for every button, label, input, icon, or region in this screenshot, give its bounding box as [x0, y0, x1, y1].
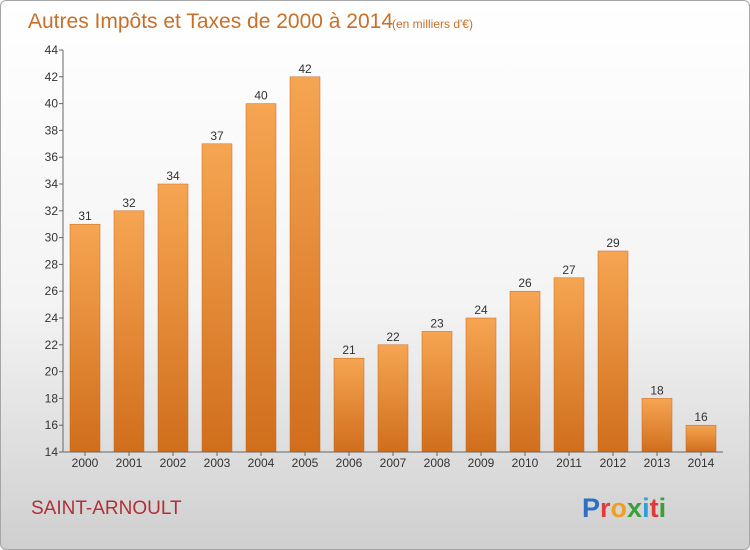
data-labels-group: 31 32 34 37 40 42 21 22 23 24 26 27 29 18 16: [78, 62, 708, 424]
chart-subtitle: (en milliers d'€): [392, 17, 473, 31]
bar-2002: [157, 183, 189, 453]
bar-2014: [685, 424, 717, 453]
y-tick-label: 20: [45, 365, 59, 379]
logo-letter: x: [627, 493, 642, 523]
y-tick-label: 14: [45, 445, 59, 459]
data-label-2014: 16: [694, 410, 708, 424]
x-tick-label-2003: 2003: [204, 456, 231, 470]
data-label-2008: 23: [430, 316, 444, 330]
logo-letter: i: [642, 493, 650, 523]
x-tick-label-2010: 2010: [512, 456, 539, 470]
data-label-2010: 26: [518, 276, 532, 290]
bar-2008: [421, 331, 453, 453]
y-tick-label: 16: [45, 418, 59, 432]
bar-2012: [597, 250, 629, 453]
bar-2011: [553, 277, 585, 453]
y-tick-label: 32: [45, 204, 59, 218]
y-tick-label: 30: [45, 231, 59, 245]
bar-2006: [333, 357, 365, 453]
bar-2009: [465, 317, 497, 453]
x-axis-ticks: 2000 2001 2002 2003 2004 2005 2006 2007 2008 2009…: [72, 452, 715, 470]
bars-group: [69, 76, 717, 453]
x-tick-label-2012: 2012: [600, 456, 627, 470]
logo-letter: o: [611, 493, 628, 523]
y-tick-label: 26: [45, 284, 59, 298]
x-tick-label-2006: 2006: [336, 456, 363, 470]
y-tick-label: 24: [45, 311, 59, 325]
y-tick-label: 18: [45, 391, 59, 405]
y-tick-label: 38: [45, 123, 59, 137]
y-tick-label: 44: [45, 43, 59, 57]
data-label-2006: 21: [342, 343, 356, 357]
data-label-2003: 37: [210, 129, 224, 143]
data-label-2011: 27: [562, 263, 576, 277]
x-tick-label-2011: 2011: [556, 456, 582, 470]
bar-2000: [69, 223, 101, 453]
logo-letter: r: [600, 493, 611, 523]
commune-name: SAINT-ARNOULT: [31, 498, 182, 519]
logo-letter: i: [659, 493, 667, 523]
data-label-2000: 31: [78, 209, 92, 223]
x-tick-label-2008: 2008: [424, 456, 451, 470]
data-label-2009: 24: [474, 303, 488, 317]
y-tick-label: 36: [45, 150, 59, 164]
x-tick-label-2005: 2005: [292, 456, 319, 470]
bar-2005: [289, 76, 321, 453]
data-label-2005: 42: [298, 62, 312, 76]
data-label-2012: 29: [606, 236, 620, 250]
x-tick-label-2000: 2000: [72, 456, 99, 470]
bar-2003: [201, 143, 233, 453]
x-tick-label-2007: 2007: [380, 456, 407, 470]
bar-2013: [641, 398, 673, 453]
x-tick-label-2014: 2014: [688, 456, 715, 470]
x-tick-label-2002: 2002: [160, 456, 187, 470]
data-label-2004: 40: [254, 89, 268, 103]
y-tick-label: 40: [45, 97, 59, 111]
logo-letter: t: [650, 493, 659, 523]
proxiti-logo: Proxiti: [582, 493, 666, 523]
y-axis-ticks: 14 16 18 20 22 24 26 28 30 32 34 36 38 40 42 44: [45, 43, 63, 459]
y-tick-label: 42: [45, 70, 59, 84]
bar-2001: [113, 210, 145, 453]
bar-2007: [377, 344, 409, 453]
data-label-2007: 22: [386, 330, 400, 344]
data-label-2013: 18: [650, 383, 664, 397]
x-tick-label-2009: 2009: [468, 456, 495, 470]
y-tick-label: 34: [45, 177, 59, 191]
y-tick-label: 22: [45, 338, 59, 352]
x-tick-label-2004: 2004: [248, 456, 275, 470]
x-tick-label-2001: 2001: [116, 456, 143, 470]
y-tick-label: 28: [45, 257, 59, 271]
bar-2010: [509, 290, 541, 453]
chart-title: Autres Impôts et Taxes de 2000 à 2014: [28, 10, 393, 33]
bar-2004: [245, 103, 277, 453]
x-tick-label-2013: 2013: [644, 456, 671, 470]
data-label-2001: 32: [122, 196, 136, 210]
logo-letter: P: [582, 493, 600, 523]
data-label-2002: 34: [166, 169, 180, 183]
